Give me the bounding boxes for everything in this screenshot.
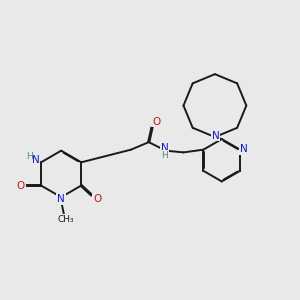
Text: CH₃: CH₃ (57, 215, 74, 224)
Text: N: N (32, 154, 40, 165)
Text: N: N (240, 144, 248, 154)
Text: O: O (93, 194, 101, 203)
Text: N: N (160, 143, 168, 153)
Text: N: N (57, 194, 65, 204)
Text: O: O (16, 181, 25, 190)
Text: H: H (26, 152, 32, 160)
Text: O: O (152, 117, 160, 127)
Text: H: H (161, 151, 168, 160)
Text: N: N (212, 131, 220, 141)
